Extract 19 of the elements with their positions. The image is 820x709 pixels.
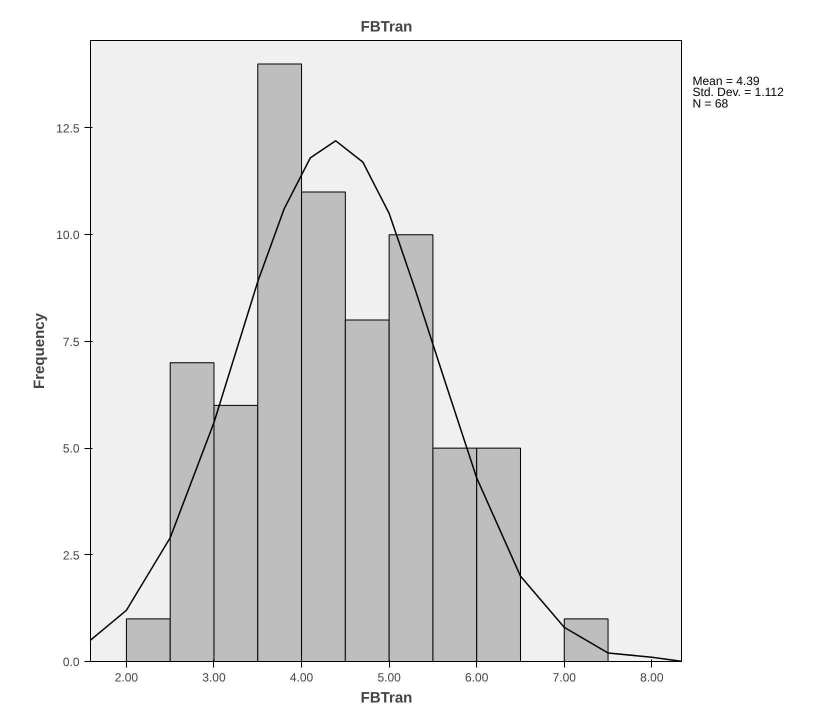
y-tick-label: 5.0 — [62, 442, 80, 456]
x-tick-label: 5.00 — [377, 670, 402, 684]
x-tick-label: 4.00 — [290, 670, 314, 684]
x-tick-label: 2.00 — [114, 670, 138, 684]
text: Std. Dev. = 1.112 — [692, 85, 784, 100]
y-tick-label: 2.5 — [62, 548, 80, 562]
x-tick-label: 8.00 — [640, 670, 664, 684]
x-tick-label: 3.00 — [202, 670, 226, 684]
x-tick-label: 6.00 — [465, 670, 489, 684]
y-tick-label: 10.0 — [56, 228, 80, 242]
chart-title: FBTran — [360, 18, 412, 36]
y-tick-label: 7.5 — [62, 334, 80, 349]
y-tick-label: 12.5 — [56, 121, 80, 136]
y-tick-label: 0.0 — [62, 655, 80, 669]
y-axis-title: Frequency — [31, 312, 48, 389]
x-tick-label: 7.00 — [552, 670, 576, 684]
x-axis-title: FBTran — [360, 690, 412, 706]
text: Mean = 4.39 — [692, 74, 760, 88]
text: N = 68 — [692, 96, 729, 111]
